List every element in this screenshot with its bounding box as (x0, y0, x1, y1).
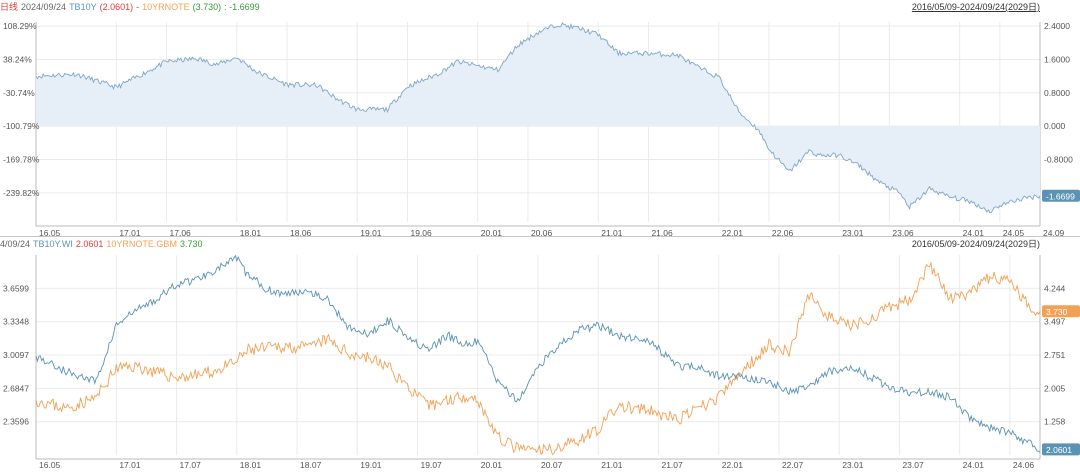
x-tick-label: 22.06 (772, 228, 794, 236)
x-tick-label: 23.01 (842, 228, 864, 236)
x-tick-label: 18.01 (240, 228, 262, 236)
left-tick-label: -239.82% (3, 188, 40, 198)
x-tick-label: 18.01 (240, 460, 262, 470)
right-tick-label: 0.000 (1044, 121, 1066, 131)
x-tick-label: 23.06 (892, 228, 914, 236)
x-tick-label: 24.09 (1043, 228, 1065, 236)
header-date: 2024/09/24 (21, 2, 67, 12)
left-tick-label: 3.0097 (3, 350, 29, 360)
x-tick-label: 20.07 (541, 460, 563, 470)
date-range-label: 2016/05/09-2024/09/24(2029日) (911, 239, 1040, 249)
tb10y-last-badge: 2.0601 (1042, 443, 1080, 456)
x-tick-label: 18.06 (290, 228, 312, 236)
x-tick-label: 21.07 (661, 460, 683, 470)
result-value: : -1.6699 (224, 2, 260, 12)
x-tick-label: 17.01 (119, 228, 141, 236)
header-date: 4/09/24 (0, 239, 31, 249)
left-tick-label: 2.6847 (3, 383, 29, 393)
x-tick-label: 19.07 (421, 460, 443, 470)
series2-value: (3.730) (192, 2, 222, 12)
panel-divider (0, 236, 1080, 237)
tb10y-last-badge-text: 2.0601 (1046, 445, 1072, 455)
x-tick-label: 21.01 (601, 460, 623, 470)
x-tick-label: 23.01 (842, 460, 864, 470)
x-tick-label: 21.01 (601, 228, 623, 236)
yields-chart-header: 4/09/24 TB10Y.WI 2.0601 10YRNOTE.GBM 3.730 (0, 237, 1080, 251)
x-tick-label: 19.01 (360, 460, 382, 470)
x-tick-label: 22.07 (782, 460, 804, 470)
x-tick-label: 16.05 (39, 228, 61, 236)
left-tick-label: -100.79% (3, 121, 40, 131)
minus-sign: - (136, 2, 140, 12)
series2-name: 10YRNOTE.GBM (106, 239, 177, 249)
spread-chart: 108.29% 38.24% -30.74% -100.79% -169.78% -239… (3, 21, 1080, 236)
last-value-badge-text: -1.6699 (1046, 191, 1075, 201)
left-tick-label: 2.3596 (3, 417, 29, 427)
right-tick-label: 2.751 (1044, 350, 1066, 360)
right-tick-label: 1.258 (1044, 417, 1066, 427)
spread-chart-header: 日线 2024/09/24 TB10Y (2.0601) -10YRNOTE (3.730… (0, 0, 1080, 14)
spread-line (35, 21, 1041, 214)
x-tick-label: 18.07 (300, 460, 322, 470)
series2-name: 10YRNOTE (142, 2, 190, 12)
right-tick-label: -0.8000 (1044, 155, 1073, 165)
yields-chart: 3.6599 3.3348 3.0097 2.6847 2.3596 4.244 3.497… (3, 254, 1080, 470)
left-tick-label: 3.6599 (3, 283, 29, 293)
x-tick-label: 24.06 (1013, 460, 1035, 470)
tb10y-yield-line (35, 254, 1041, 453)
period-label: 日线 (0, 2, 19, 12)
series1-name: TB10Y.WI (33, 239, 73, 249)
left-tick-label: -30.74% (3, 88, 35, 98)
x-tick-label: 20.01 (481, 460, 503, 470)
series1-name: TB10Y (69, 2, 97, 12)
x-tick-label: 22.01 (722, 228, 744, 236)
spread-area (36, 22, 1040, 213)
x-tick-label: 17.01 (119, 460, 141, 470)
right-tick-label: 0.8000 (1044, 88, 1070, 98)
x-tick-label: 20.06 (531, 228, 553, 236)
x-tick-label: 16.05 (39, 460, 61, 470)
x-tick-label: 22.01 (722, 460, 744, 470)
right-tick-label: 2.4000 (1044, 21, 1070, 31)
series1-value: (2.0601) (99, 2, 134, 12)
note-yield-line (35, 262, 1041, 456)
series2-value: 3.730 (179, 239, 203, 249)
x-tick-label: 23.07 (902, 460, 924, 470)
right-tick-label: 3.497 (1044, 317, 1066, 327)
note-last-badge-text: 3.730 (1046, 307, 1068, 317)
left-tick-label: -169.78% (3, 155, 40, 165)
x-tick-label: 24.01 (963, 228, 985, 236)
left-tick-label: 38.24% (3, 55, 32, 65)
x-tick-label: 24.05 (1003, 228, 1025, 236)
x-tick-label: 19.01 (360, 228, 382, 236)
x-tick-label: 17.07 (180, 460, 202, 470)
last-value-badge: -1.6699 (1042, 189, 1080, 202)
x-tick-label: 17.06 (170, 228, 192, 236)
left-tick-label: 108.29% (3, 21, 37, 31)
x-tick-label: 19.06 (410, 228, 432, 236)
series1-value: 2.0601 (75, 239, 104, 249)
yields-chart-panel: 4/09/24 TB10Y.WI 2.0601 10YRNOTE.GBM 3.730 2… (0, 237, 1080, 472)
right-tick-label: 2.005 (1044, 383, 1066, 393)
note-last-badge: 3.730 (1042, 305, 1080, 318)
x-tick-label: 20.01 (481, 228, 503, 236)
right-tick-label: 4.244 (1044, 283, 1066, 293)
spread-chart-panel: 日线 2024/09/24 TB10Y (2.0601) -10YRNOTE (3.730… (0, 0, 1080, 236)
left-tick-label: 3.3348 (3, 317, 29, 327)
x-tick-label: 21.06 (651, 228, 673, 236)
date-range-link[interactable]: 2016/05/09-2024/09/24(2029日) (911, 2, 1040, 12)
x-tick-label: 24.01 (963, 460, 985, 470)
right-tick-label: 1.6000 (1044, 55, 1070, 65)
